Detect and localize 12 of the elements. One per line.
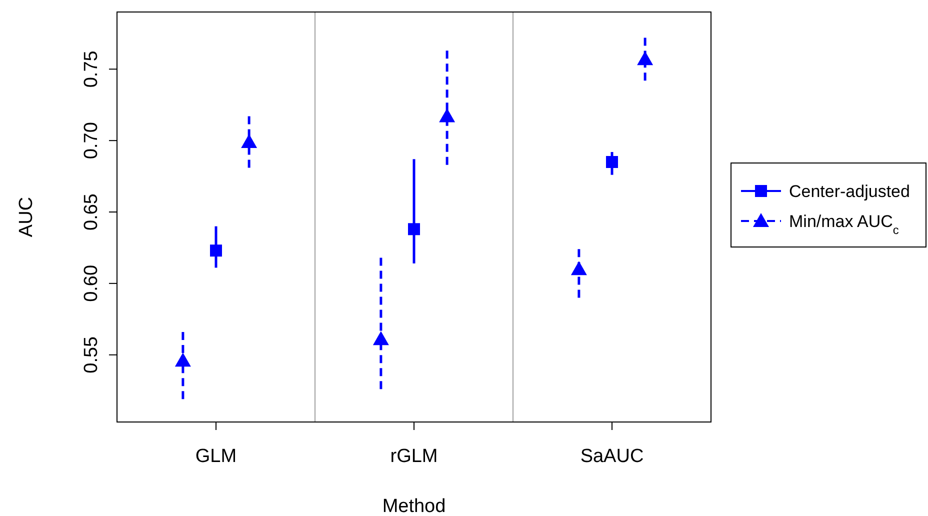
x-axis-title: Method (382, 496, 446, 516)
x-tick-label: rGLM (390, 446, 438, 467)
legend-label: Center-adjusted (789, 182, 910, 201)
y-axis-title: AUC (16, 196, 37, 238)
y-tick-label: 0.70 (81, 122, 102, 160)
legend-label: Min/max AUC$_{c}$ (789, 212, 899, 237)
y-tick-label: 0.75 (81, 50, 102, 88)
y-tick-label: 0.65 (81, 194, 102, 230)
y-tick-label: 0.55 (81, 336, 102, 374)
x-tick-label: GLM (195, 446, 237, 467)
y-tick-label: 0.60 (81, 264, 102, 302)
x-tick-label: SaAUC (580, 446, 644, 467)
